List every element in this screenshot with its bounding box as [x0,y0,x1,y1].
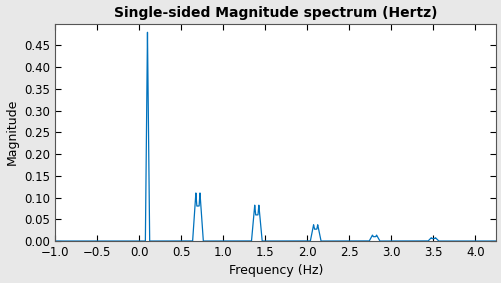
X-axis label: Frequency (Hz): Frequency (Hz) [228,264,322,277]
Title: Single-sided Magnitude spectrum (Hertz): Single-sided Magnitude spectrum (Hertz) [114,6,436,20]
Y-axis label: Magnitude: Magnitude [6,99,19,166]
